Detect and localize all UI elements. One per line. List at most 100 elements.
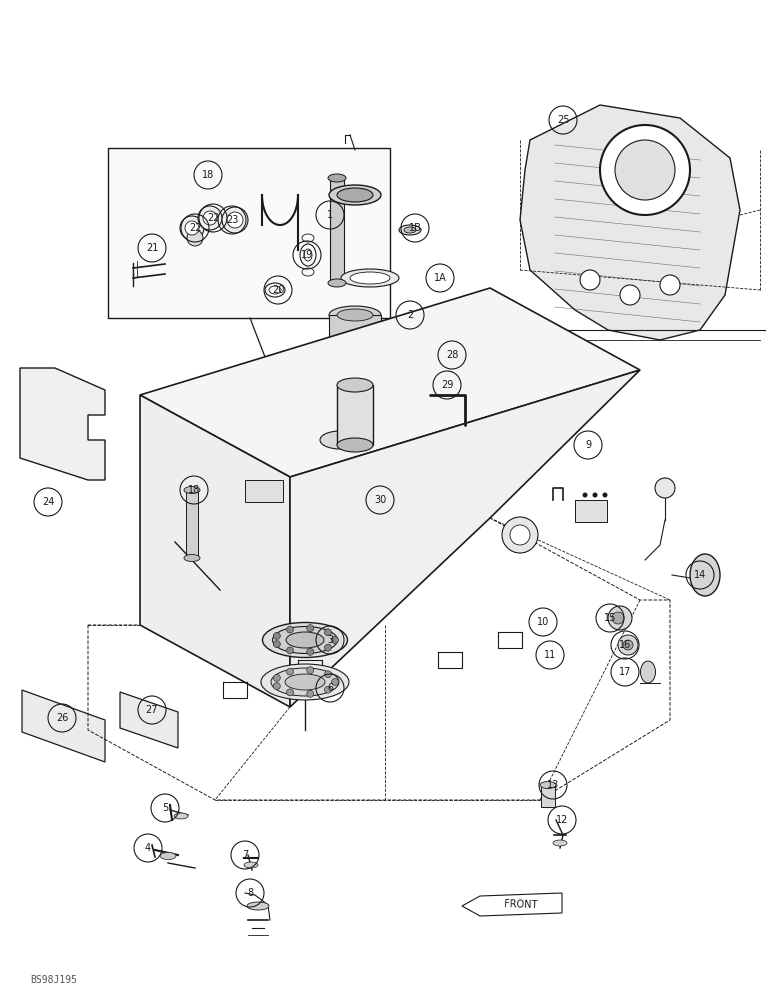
FancyBboxPatch shape — [341, 343, 369, 388]
Text: FRONT: FRONT — [504, 899, 538, 911]
Circle shape — [180, 216, 204, 240]
Circle shape — [273, 632, 280, 639]
Ellipse shape — [262, 622, 347, 658]
Circle shape — [273, 674, 280, 681]
Ellipse shape — [328, 279, 346, 287]
Text: 4: 4 — [145, 843, 151, 853]
FancyBboxPatch shape — [337, 385, 373, 445]
Ellipse shape — [271, 668, 339, 696]
Circle shape — [600, 125, 690, 215]
Ellipse shape — [553, 840, 567, 846]
Text: 22: 22 — [207, 213, 219, 223]
Text: 17: 17 — [619, 667, 631, 677]
Circle shape — [273, 641, 280, 648]
Ellipse shape — [341, 339, 369, 347]
Ellipse shape — [337, 188, 373, 202]
Text: 25: 25 — [557, 115, 569, 125]
Polygon shape — [140, 395, 290, 707]
Circle shape — [286, 626, 293, 633]
Text: 21: 21 — [146, 243, 158, 253]
Circle shape — [203, 211, 217, 225]
Ellipse shape — [337, 378, 373, 392]
Ellipse shape — [285, 674, 325, 690]
Text: 27: 27 — [146, 705, 158, 715]
Circle shape — [623, 640, 633, 650]
Circle shape — [618, 635, 638, 655]
Text: 18: 18 — [201, 170, 214, 180]
Text: 1A: 1A — [434, 273, 446, 283]
Circle shape — [324, 686, 331, 693]
FancyBboxPatch shape — [575, 500, 607, 522]
Circle shape — [592, 492, 598, 497]
Circle shape — [324, 644, 331, 651]
Ellipse shape — [404, 227, 416, 233]
Text: 28: 28 — [445, 350, 459, 360]
Text: 23: 23 — [226, 215, 239, 225]
Circle shape — [510, 525, 530, 545]
Text: 29: 29 — [441, 380, 453, 390]
Circle shape — [185, 221, 199, 235]
Circle shape — [187, 230, 203, 246]
Circle shape — [331, 678, 338, 686]
FancyBboxPatch shape — [245, 480, 283, 502]
Ellipse shape — [341, 269, 399, 287]
Ellipse shape — [329, 185, 381, 205]
Polygon shape — [20, 368, 105, 480]
Text: 26: 26 — [56, 713, 68, 723]
Ellipse shape — [341, 384, 369, 392]
Circle shape — [612, 612, 624, 624]
Text: 2: 2 — [407, 310, 413, 320]
Ellipse shape — [244, 862, 258, 868]
Circle shape — [324, 629, 331, 636]
Circle shape — [306, 648, 313, 655]
Circle shape — [286, 647, 293, 654]
Text: 7: 7 — [242, 850, 248, 860]
Circle shape — [583, 492, 587, 497]
Circle shape — [580, 270, 600, 290]
Text: 30: 30 — [374, 495, 386, 505]
Circle shape — [273, 683, 280, 690]
Text: 16: 16 — [619, 640, 631, 650]
Circle shape — [306, 667, 313, 674]
Text: 1: 1 — [327, 210, 333, 220]
Ellipse shape — [328, 174, 346, 182]
Text: 10: 10 — [537, 617, 549, 627]
Ellipse shape — [286, 632, 324, 648]
Text: 13: 13 — [547, 780, 559, 790]
FancyBboxPatch shape — [330, 178, 344, 283]
Circle shape — [324, 671, 331, 678]
Ellipse shape — [174, 813, 188, 819]
Text: 22: 22 — [188, 223, 201, 233]
Text: 9: 9 — [585, 440, 591, 450]
Text: 1B: 1B — [408, 223, 422, 233]
Text: 11: 11 — [544, 650, 556, 660]
Text: 8: 8 — [247, 888, 253, 898]
Ellipse shape — [184, 487, 200, 493]
Ellipse shape — [641, 661, 655, 683]
Circle shape — [222, 207, 248, 233]
Circle shape — [615, 140, 675, 200]
Text: 15: 15 — [604, 613, 616, 623]
Text: 6: 6 — [327, 683, 333, 693]
Circle shape — [602, 492, 608, 497]
Text: BS98J195: BS98J195 — [30, 975, 77, 985]
Circle shape — [502, 517, 538, 553]
Text: 19: 19 — [301, 250, 313, 260]
Text: 12: 12 — [556, 815, 568, 825]
Ellipse shape — [247, 902, 269, 910]
Circle shape — [660, 275, 680, 295]
Ellipse shape — [261, 664, 349, 700]
Polygon shape — [120, 692, 178, 748]
Text: 24: 24 — [42, 497, 54, 507]
Circle shape — [286, 668, 293, 675]
Ellipse shape — [540, 782, 556, 788]
Circle shape — [227, 212, 243, 228]
Ellipse shape — [337, 438, 373, 452]
FancyBboxPatch shape — [329, 315, 381, 343]
Ellipse shape — [690, 554, 720, 596]
Ellipse shape — [273, 626, 337, 654]
Ellipse shape — [337, 309, 373, 321]
Text: 5: 5 — [162, 803, 168, 813]
Circle shape — [286, 689, 293, 696]
Ellipse shape — [329, 306, 381, 324]
